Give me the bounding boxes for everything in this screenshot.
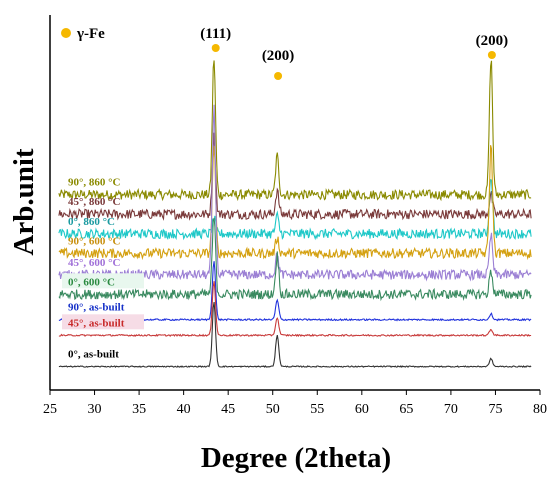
x-tick-label: 35 [132, 402, 146, 417]
series-line [58, 60, 532, 202]
x-tick-label: 65 [399, 402, 413, 417]
x-tick-label: 40 [177, 402, 191, 417]
legend-gamma-fe-label: γ-Fe [76, 26, 105, 42]
series-line [58, 132, 532, 221]
series-line [58, 217, 532, 302]
series-label: 0°, as-built [68, 349, 119, 361]
x-tick-label: 80 [533, 402, 547, 417]
series-label: 0°, 860 °C [68, 216, 115, 228]
series-label: 45°, as-built [68, 317, 125, 329]
gamma-fe-peak-marker [487, 51, 496, 59]
x-tick-label: 75 [488, 402, 502, 417]
x-tick-label: 55 [310, 402, 324, 417]
x-tick-label: 70 [444, 402, 458, 417]
series-label: 0°, 600 °C [68, 276, 115, 288]
y-axis-title: Arb.unit [8, 148, 40, 256]
series-label-group: 90°, 860 °C 45°, 860 °C 0°, 860 °C 90°, 600… [62, 177, 144, 361]
legend-gamma-fe-marker [61, 28, 71, 38]
x-tick-label: 30 [88, 402, 102, 417]
series-line [58, 145, 532, 261]
series-label: 90°, 860 °C [68, 177, 121, 189]
series-label: 90°, 600 °C [68, 235, 121, 247]
x-ticks: 25 30 35 40 45 50 55 60 65 70 75 80 [43, 390, 547, 417]
series-line [58, 178, 532, 241]
peak-label: (200) [262, 48, 295, 64]
gamma-fe-peak-marker [211, 44, 220, 52]
series-label: 45°, 860 °C [68, 196, 121, 208]
series-line [58, 302, 532, 368]
x-axis-title: Degree (2theta) [201, 442, 391, 474]
x-tick-label: 50 [266, 402, 280, 417]
series-line [58, 281, 532, 338]
peak-label: (111) [200, 26, 231, 42]
series-label-bg [62, 314, 144, 330]
series-label-bg [62, 273, 144, 289]
series-label: 90°, as-built [68, 302, 125, 314]
peak-label: (200) [476, 33, 509, 49]
x-tick-label: 45 [221, 402, 235, 417]
series-label: 45°, 600 °C [68, 257, 121, 269]
gamma-fe-peak-marker [274, 72, 283, 80]
x-tick-label: 60 [355, 402, 369, 417]
x-tick-label: 25 [43, 402, 57, 417]
peak-annotations: (111) (200) (200) [200, 26, 508, 80]
